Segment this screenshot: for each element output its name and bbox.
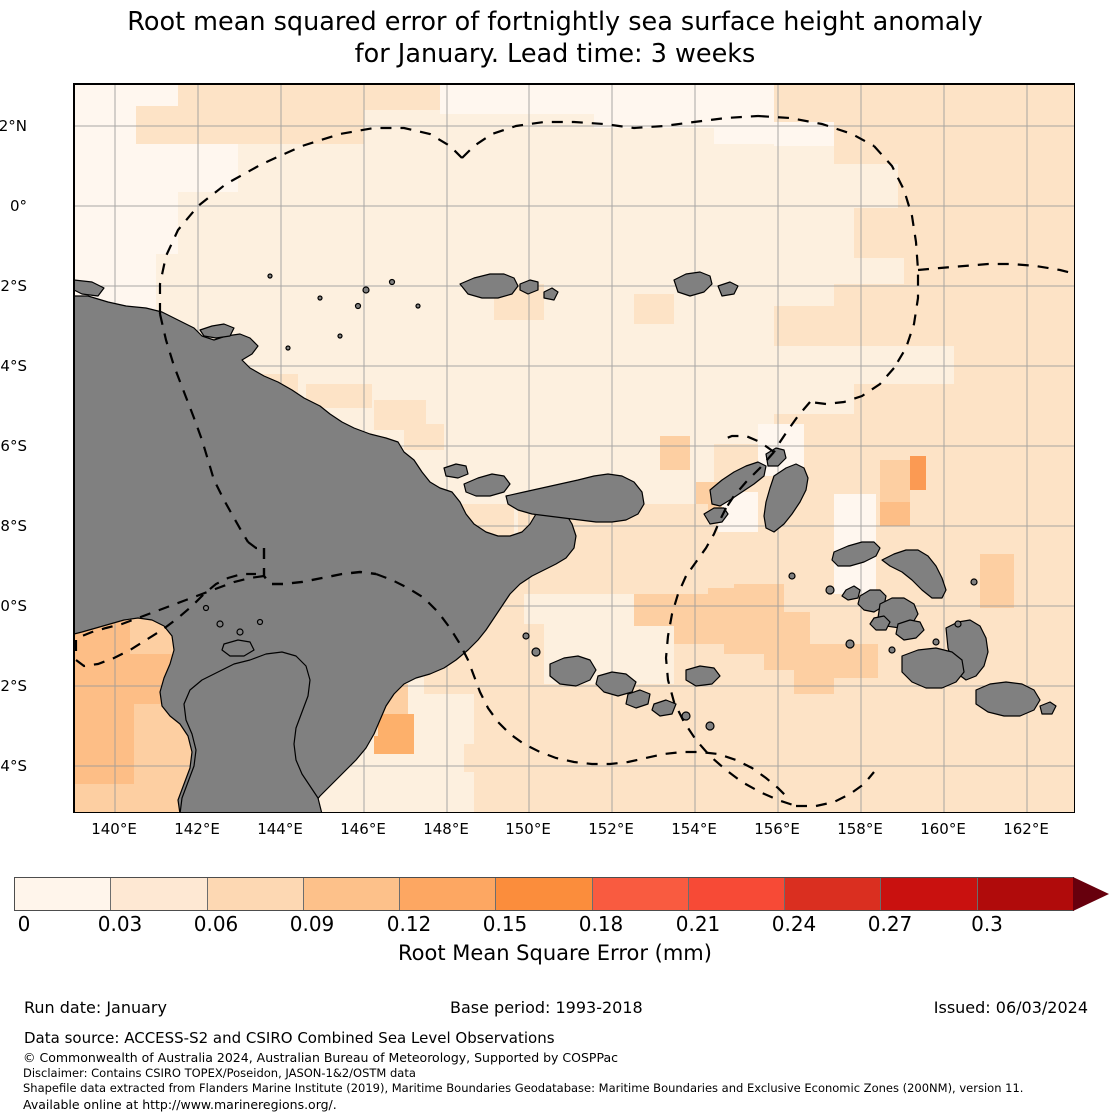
y-tick-label: 10°S bbox=[0, 597, 27, 615]
title-line-2: for January. Lead time: 3 weeks bbox=[0, 38, 1110, 70]
run-date-text: Run date: January bbox=[24, 998, 167, 1017]
y-tick-label: 4°S bbox=[0, 357, 27, 375]
y-tick-label: 14°S bbox=[0, 757, 27, 775]
colorbar-tick-label: 0.27 bbox=[840, 912, 940, 936]
y-tick-label: 2°S bbox=[0, 277, 27, 295]
colorbar-tick-label: 0 bbox=[0, 912, 74, 936]
x-tick-label: 154°E bbox=[654, 820, 734, 838]
page-title: Root mean squared error of fortnightly s… bbox=[0, 6, 1110, 70]
issued-date-text: Issued: 06/03/2024 bbox=[934, 998, 1088, 1017]
colorbar-segment bbox=[978, 878, 1073, 910]
colorbar-tick-label: 0.21 bbox=[648, 912, 748, 936]
colorbar-tick-label: 0.15 bbox=[455, 912, 555, 936]
colorbar-axis-label: Root Mean Square Error (mm) bbox=[0, 941, 1110, 965]
x-tick-label: 152°E bbox=[571, 820, 651, 838]
colorbar-extend-arrow bbox=[1073, 877, 1109, 911]
y-tick-label: 12°S bbox=[0, 677, 27, 695]
shapefile-line: Shapefile data extracted from Flanders M… bbox=[23, 1081, 1103, 1097]
colorbar-segment bbox=[689, 878, 785, 910]
colorbar[interactable] bbox=[14, 877, 1096, 911]
colorbar-tick-label: 0.09 bbox=[262, 912, 362, 936]
y-tick-label: 8°S bbox=[0, 517, 27, 535]
x-tick-label: 150°E bbox=[488, 820, 568, 838]
x-tick-label: 142°E bbox=[157, 820, 237, 838]
colorbar-segment bbox=[111, 878, 207, 910]
data-source-text: Data source: ACCESS-S2 and CSIRO Combine… bbox=[24, 1029, 555, 1047]
x-tick-label: 158°E bbox=[820, 820, 900, 838]
y-tick-label: 0° bbox=[10, 197, 27, 215]
colorbar-segment bbox=[881, 878, 977, 910]
colorbar-tick-label: 0.06 bbox=[166, 912, 266, 936]
base-period-text: Base period: 1993-2018 bbox=[450, 998, 643, 1017]
colorbar-tick-label: 0.24 bbox=[744, 912, 844, 936]
colorbar-segment bbox=[496, 878, 592, 910]
metadata-row: Run date: January Base period: 1993-2018… bbox=[0, 998, 1110, 1020]
x-tick-label: 162°E bbox=[986, 820, 1066, 838]
colorbar-tick-label: 0.12 bbox=[359, 912, 459, 936]
disclaimer-line: Disclaimer: Contains CSIRO TOPEX/Poseido… bbox=[23, 1066, 1103, 1082]
x-tick-label: 144°E bbox=[240, 820, 320, 838]
y-tick-label: 6°S bbox=[0, 437, 27, 455]
colorbar-segment bbox=[593, 878, 689, 910]
x-tick-label: 156°E bbox=[737, 820, 817, 838]
title-line-1: Root mean squared error of fortnightly s… bbox=[0, 6, 1110, 38]
colorbar-tick-label: 0.03 bbox=[70, 912, 170, 936]
colorbar-segment bbox=[15, 878, 111, 910]
fine-print-block: © Commonwealth of Australia 2024, Austra… bbox=[23, 1050, 1103, 1112]
colorbar-segment bbox=[785, 878, 881, 910]
map-panel[interactable] bbox=[73, 83, 1075, 813]
x-tick-label: 146°E bbox=[323, 820, 403, 838]
y-tick-label: 2°N bbox=[0, 117, 27, 135]
colorbar-tick-label: 0.3 bbox=[937, 912, 1037, 936]
colorbar-segment bbox=[208, 878, 304, 910]
map-frame bbox=[73, 83, 1075, 813]
x-tick-label: 160°E bbox=[903, 820, 983, 838]
colorbar-tick-label: 0.18 bbox=[551, 912, 651, 936]
map-canvas bbox=[74, 84, 1075, 813]
x-tick-label: 140°E bbox=[74, 820, 154, 838]
colorbar-segment bbox=[400, 878, 496, 910]
x-tick-label: 148°E bbox=[406, 820, 486, 838]
copyright-line: © Commonwealth of Australia 2024, Austra… bbox=[23, 1050, 1103, 1066]
colorbar-gradient bbox=[14, 877, 1074, 911]
colorbar-segment bbox=[304, 878, 400, 910]
